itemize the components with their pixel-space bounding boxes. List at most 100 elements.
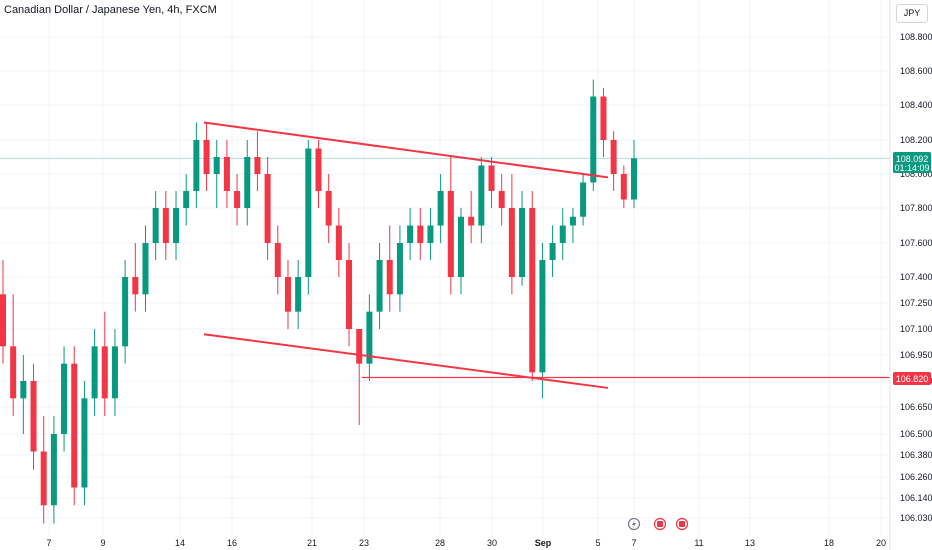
- candle: [213, 140, 220, 208]
- candle: [132, 243, 139, 312]
- current-price-badge: [893, 152, 931, 173]
- flag-icon[interactable]: [675, 517, 689, 531]
- candle-body: [417, 225, 424, 243]
- candle-body: [508, 208, 515, 277]
- y-tick-label: 108.000: [900, 169, 932, 179]
- candle-body: [142, 243, 149, 295]
- candle: [457, 208, 464, 295]
- candle: [71, 346, 78, 506]
- candle-body: [223, 157, 230, 191]
- candle-body: [295, 277, 302, 312]
- candle: [234, 174, 241, 226]
- candle-body: [122, 277, 129, 347]
- currency-button[interactable]: JPY: [896, 4, 928, 23]
- candle: [559, 208, 566, 260]
- candle-body: [610, 140, 617, 174]
- candle-body: [305, 148, 312, 277]
- candle-body: [569, 216, 576, 226]
- current-price-label: 108.092 01:14:09: [893, 152, 931, 173]
- candle-body: [284, 277, 291, 312]
- x-tick-label: 14: [175, 538, 185, 548]
- candle-body: [631, 158, 637, 200]
- y-tick-label: 106.950: [900, 350, 932, 360]
- y-tick-label: 108.600: [900, 66, 932, 76]
- candle-body: [325, 191, 332, 226]
- candle-body: [346, 260, 353, 329]
- candle-body: [519, 208, 526, 277]
- candle: [203, 122, 210, 191]
- candle-body: [274, 243, 281, 277]
- candle: [223, 140, 230, 208]
- trendlines[interactable]: [203, 121, 609, 389]
- candle: [620, 165, 627, 208]
- y-tick-label: 108.800: [900, 32, 932, 42]
- candle: [346, 243, 353, 347]
- candle: [254, 131, 261, 191]
- candle-body: [152, 208, 159, 243]
- x-tick-label: Sep: [535, 538, 552, 548]
- candle-body: [162, 208, 169, 243]
- candle: [264, 157, 271, 260]
- flag-icon[interactable]: [653, 517, 667, 531]
- candle-body: [50, 434, 57, 506]
- x-tick-label: 18: [824, 538, 834, 548]
- grid: [0, 0, 890, 536]
- x-tick-label: 21: [307, 538, 317, 548]
- candle: [142, 225, 149, 312]
- candle: [549, 225, 556, 277]
- y-tick-label: 106.030: [900, 513, 932, 523]
- candle: [600, 88, 607, 157]
- y-tick-label: 107.600: [900, 238, 932, 248]
- y-tick-label: 106.500: [900, 429, 932, 439]
- candle: [162, 191, 169, 260]
- candle-body: [61, 363, 68, 434]
- candle: [366, 294, 373, 381]
- y-tick-label: 106.140: [900, 493, 932, 503]
- candle: [325, 174, 332, 243]
- candle-body: [396, 243, 403, 295]
- candle-body: [407, 225, 414, 243]
- candle: [10, 294, 17, 416]
- y-tick-label: 107.250: [900, 298, 932, 308]
- candle: [152, 191, 159, 260]
- candle: [274, 225, 281, 295]
- candle-body: [478, 165, 485, 226]
- candle-body: [335, 225, 342, 260]
- candle: [335, 208, 342, 277]
- y-tick-label: 106.260: [900, 472, 932, 482]
- candle-body: [40, 451, 47, 506]
- x-tick-label: 7: [46, 538, 51, 548]
- x-tick-label: 13: [745, 538, 755, 548]
- price-axis[interactable]: [890, 0, 932, 550]
- candle: [580, 174, 587, 226]
- x-tick-label: 30: [487, 538, 497, 548]
- x-tick-label: 16: [227, 538, 237, 548]
- candle-body: [101, 346, 108, 399]
- candle-body: [315, 148, 322, 191]
- x-tick-label: 11: [694, 538, 703, 548]
- candle-body: [81, 398, 88, 488]
- trendline[interactable]: [203, 121, 609, 179]
- candle-body: [457, 216, 464, 277]
- candle-body: [193, 140, 200, 191]
- candle-body: [0, 294, 6, 347]
- candle-body: [366, 311, 373, 364]
- candle-body: [498, 191, 505, 208]
- candle: [386, 225, 393, 312]
- x-tick-label: 7: [631, 538, 636, 548]
- candle-body: [234, 191, 241, 208]
- candle-body: [549, 243, 556, 260]
- x-tick-label: 28: [435, 538, 445, 548]
- candle-body: [244, 157, 251, 208]
- y-tick-label: 107.400: [900, 272, 932, 282]
- flag-glyph: [657, 521, 663, 527]
- event-icons[interactable]: [627, 517, 689, 531]
- candle-body: [111, 346, 118, 399]
- lightning-icon[interactable]: [627, 517, 641, 531]
- candle-body: [580, 182, 587, 217]
- level-price-value: 106.820: [896, 374, 929, 384]
- candle-body: [20, 381, 27, 399]
- trendline[interactable]: [203, 333, 609, 389]
- candle: [427, 208, 434, 260]
